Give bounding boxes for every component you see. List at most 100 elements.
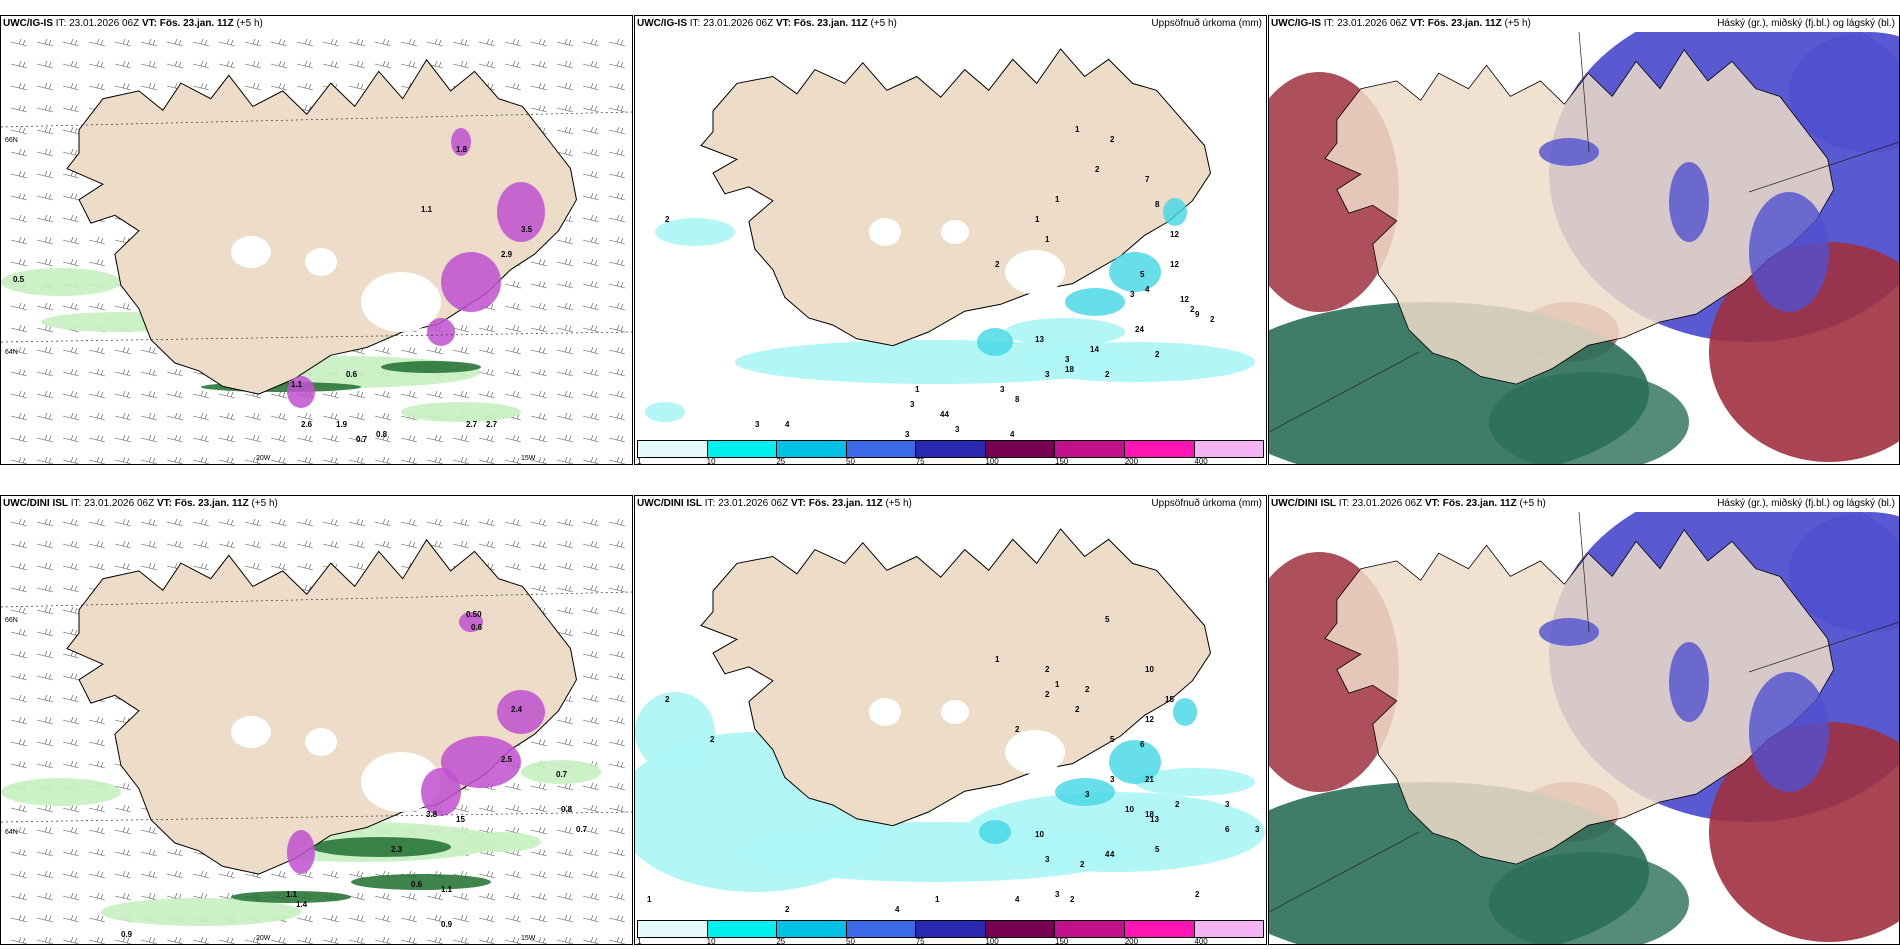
value-label: 4 bbox=[1110, 850, 1115, 859]
wind-barb bbox=[452, 518, 470, 527]
wind-barb bbox=[556, 540, 574, 549]
wind-barb bbox=[88, 38, 106, 47]
colorbar-tick-label: 100 bbox=[985, 457, 999, 465]
wind-barb bbox=[10, 214, 28, 223]
wind-barb bbox=[296, 540, 314, 549]
colorbar-swatch bbox=[985, 441, 1056, 457]
wind-barb bbox=[452, 914, 470, 923]
value-label: 14 bbox=[1090, 345, 1099, 354]
wind-barb bbox=[348, 540, 366, 549]
colorbar-swatches bbox=[637, 440, 1264, 458]
wind-barb bbox=[348, 870, 366, 879]
wind-barb bbox=[166, 518, 184, 527]
wind-barb bbox=[296, 562, 314, 571]
wind-barb bbox=[582, 782, 600, 791]
wind-barb bbox=[88, 390, 106, 399]
wind-barb bbox=[36, 694, 54, 703]
value-label: 1 bbox=[1055, 195, 1060, 204]
value-label: 2.7 bbox=[466, 420, 478, 429]
wind-barb bbox=[556, 804, 574, 813]
wind-barb bbox=[582, 412, 600, 421]
value-label: 4 bbox=[1145, 285, 1150, 294]
coastline bbox=[700, 48, 1212, 347]
wind-barb bbox=[140, 60, 158, 69]
wind-barb bbox=[10, 346, 28, 355]
value-label: 0.8 bbox=[376, 430, 388, 439]
wind-barb bbox=[62, 738, 80, 747]
wind-barb bbox=[322, 518, 340, 527]
mid-cloud bbox=[1709, 242, 1899, 462]
wind-barb bbox=[140, 826, 158, 835]
wind-barb bbox=[114, 346, 132, 355]
value-label: 1.1 bbox=[291, 380, 303, 389]
wind-barb bbox=[322, 936, 340, 944]
wind-barb bbox=[530, 870, 548, 879]
wind-barb bbox=[88, 60, 106, 69]
value-label: 12 bbox=[1170, 230, 1179, 239]
glacier bbox=[941, 220, 969, 244]
value-label: 1 bbox=[1045, 235, 1050, 244]
value-label: 12 bbox=[1180, 295, 1189, 304]
glacier bbox=[1005, 730, 1065, 774]
value-label: 1 bbox=[647, 895, 652, 904]
wind-barb bbox=[530, 302, 548, 311]
precip-area-light bbox=[521, 760, 601, 784]
value-label: 18 bbox=[1065, 365, 1074, 374]
wind-barb bbox=[10, 60, 28, 69]
wind-barb bbox=[140, 936, 158, 944]
colorbar-swatch bbox=[777, 441, 847, 457]
wind-barb bbox=[608, 628, 626, 637]
wind-barb bbox=[218, 38, 236, 47]
low-cloud bbox=[1489, 852, 1689, 944]
value-label: 4 bbox=[785, 420, 790, 429]
high-cloud bbox=[1749, 672, 1829, 792]
value-label: 2 bbox=[1045, 665, 1050, 674]
wind-barb bbox=[582, 214, 600, 223]
wind-barb bbox=[478, 518, 496, 527]
wind-barb bbox=[608, 870, 626, 879]
wind-barb bbox=[478, 38, 496, 47]
colorbar-swatch bbox=[707, 441, 778, 457]
wind-barb bbox=[192, 456, 210, 464]
wind-barb bbox=[62, 434, 80, 443]
wind-barb bbox=[270, 60, 288, 69]
wind-barb bbox=[452, 324, 470, 333]
precip-area-intense bbox=[459, 612, 483, 632]
wind-barb bbox=[374, 456, 392, 464]
wind-barb bbox=[582, 870, 600, 879]
wind-barb bbox=[62, 148, 80, 157]
wind-barb bbox=[504, 60, 522, 69]
wind-barb bbox=[504, 892, 522, 901]
wind-barb bbox=[530, 390, 548, 399]
wind-barb bbox=[452, 346, 470, 355]
wind-barb bbox=[608, 936, 626, 944]
value-label: 2 bbox=[1210, 315, 1215, 324]
wind-barb bbox=[400, 936, 418, 944]
axis-label: 15W bbox=[521, 455, 536, 462]
colorbar-swatches bbox=[637, 920, 1264, 938]
wind-barb bbox=[582, 892, 600, 901]
panel-header: UWC/IG-IS IT: 23.01.2026 06Z VT: Fös. 23… bbox=[637, 18, 897, 29]
precip-area-intense bbox=[451, 128, 471, 156]
wind-barb bbox=[62, 870, 80, 879]
glacier bbox=[361, 272, 441, 332]
wind-barb bbox=[36, 540, 54, 549]
value-label: 1 bbox=[1075, 125, 1080, 134]
wind-barb bbox=[192, 518, 210, 527]
colorbar-tick-label: 25 bbox=[776, 457, 786, 465]
value-label: 2 bbox=[710, 735, 715, 744]
wind-barb bbox=[556, 126, 574, 135]
high-cloud bbox=[1669, 642, 1709, 722]
value-label: 3 bbox=[1065, 355, 1070, 364]
wind-barb bbox=[114, 936, 132, 944]
wind-barb bbox=[530, 826, 548, 835]
wind-barb bbox=[62, 390, 80, 399]
wind-barb bbox=[608, 280, 626, 289]
value-label: 3 bbox=[1045, 370, 1050, 379]
wind-barb bbox=[166, 456, 184, 464]
value-label: 1 bbox=[995, 655, 1000, 664]
wind-barb bbox=[244, 82, 262, 91]
wind-barb bbox=[582, 650, 600, 659]
wind-barb bbox=[10, 628, 28, 637]
precip-area-heavy bbox=[231, 891, 351, 903]
